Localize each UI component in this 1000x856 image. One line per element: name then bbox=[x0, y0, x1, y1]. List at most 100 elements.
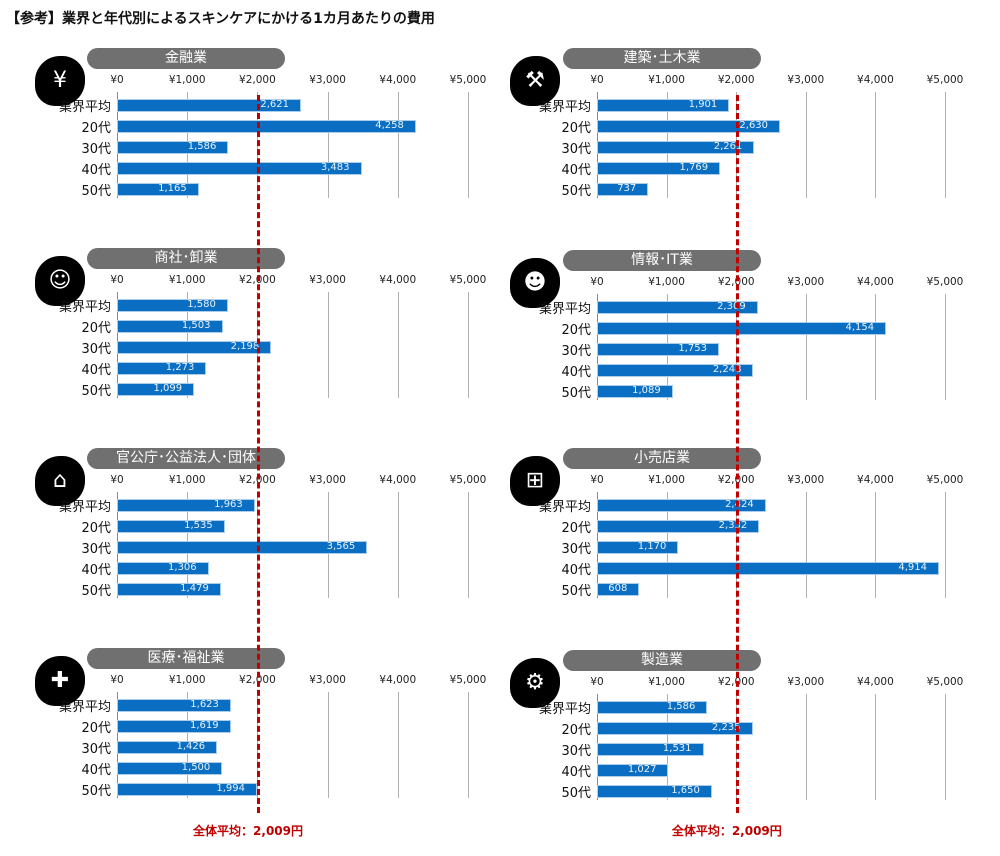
tick-label: ¥1,000 bbox=[648, 676, 685, 688]
data-label: 1,901 bbox=[688, 99, 718, 110]
trading-icon: ☺ bbox=[35, 256, 85, 306]
bar bbox=[117, 783, 257, 796]
data-label: 1,535 bbox=[184, 520, 213, 531]
data-label: 4,914 bbox=[898, 562, 927, 573]
gridline bbox=[875, 694, 877, 800]
bar bbox=[117, 520, 225, 533]
category-label: 50代 bbox=[561, 584, 591, 599]
government-icon: ⌂ bbox=[35, 456, 85, 506]
bar bbox=[597, 343, 719, 356]
tick-label: ¥1,000 bbox=[168, 74, 206, 86]
reference-line-label: 全体平均：2,009円 bbox=[193, 824, 303, 838]
gridline bbox=[327, 92, 329, 198]
gridline bbox=[468, 292, 469, 398]
data-label: 2,332 bbox=[718, 520, 748, 531]
gridline bbox=[945, 294, 946, 400]
gridline bbox=[945, 492, 946, 598]
bar bbox=[117, 183, 199, 196]
tick-label: ¥1,000 bbox=[168, 474, 206, 486]
category-label: 50代 bbox=[81, 784, 111, 799]
bar bbox=[597, 701, 708, 714]
data-label: 737 bbox=[617, 183, 637, 194]
chart-panel: ⚙ 製造業 ¥0 ¥1,000 ¥2,000 ¥3,000 ¥4,000 ¥5,000 業界平均… bbox=[510, 650, 980, 820]
tick-label: ¥5,000 bbox=[926, 74, 964, 86]
category-label: 20代 bbox=[81, 121, 111, 136]
gridline bbox=[397, 492, 399, 598]
tick-label: ¥0 bbox=[590, 74, 604, 86]
data-label: 3,483 bbox=[320, 162, 350, 173]
category-label: 40代 bbox=[561, 563, 591, 578]
category-label: 20代 bbox=[561, 723, 591, 738]
data-label: 3,565 bbox=[326, 541, 356, 552]
data-label: 1,170 bbox=[637, 541, 667, 552]
tick-label: ¥4,000 bbox=[857, 74, 894, 86]
bar bbox=[117, 99, 301, 112]
data-label: 1,586 bbox=[187, 141, 217, 152]
bar bbox=[597, 141, 755, 154]
bar bbox=[597, 499, 766, 512]
tick-label: ¥5,000 bbox=[449, 674, 487, 686]
data-label: 2,261 bbox=[713, 141, 743, 152]
data-label: 1,586 bbox=[666, 701, 696, 712]
tick-label: ¥0 bbox=[110, 274, 124, 286]
data-label: 1,027 bbox=[627, 764, 657, 775]
tick-label: ¥4,000 bbox=[379, 674, 417, 686]
data-label: 1,500 bbox=[181, 762, 211, 773]
bar bbox=[597, 162, 721, 175]
tick-label: ¥5,000 bbox=[449, 274, 487, 286]
gridline bbox=[875, 92, 877, 198]
chart-panel: ⌂ 官公庁･公益法人･団体 ¥0 ¥1,000 ¥2,000 ¥3,000 ¥4,000 ¥5… bbox=[35, 448, 505, 618]
chart-title: 【参考】業界と年代別によるスキンケアにかける1カ月あたりの費用 bbox=[6, 11, 435, 27]
category-label: 40代 bbox=[81, 363, 111, 378]
data-label: 1,099 bbox=[153, 383, 183, 394]
data-label: 2,309 bbox=[717, 301, 746, 312]
tick-label: ¥1,000 bbox=[648, 474, 685, 486]
category-label: 20代 bbox=[81, 521, 111, 536]
tick-label: ¥2,000 bbox=[239, 74, 276, 86]
category-label: 業界平均 bbox=[58, 300, 111, 315]
bar bbox=[117, 383, 195, 396]
gridline bbox=[468, 92, 469, 198]
bar bbox=[117, 341, 272, 354]
bar bbox=[117, 762, 223, 775]
category-label: 20代 bbox=[561, 121, 591, 136]
tick-label: ¥1,000 bbox=[648, 276, 685, 288]
finance-icon: ¥ bbox=[35, 56, 85, 106]
bar bbox=[597, 785, 712, 798]
bar bbox=[597, 764, 669, 777]
tick-label: ¥0 bbox=[110, 474, 124, 486]
category-label: 業界平均 bbox=[538, 500, 591, 515]
tick-label: ¥5,000 bbox=[449, 74, 487, 86]
category-label: 50代 bbox=[81, 584, 111, 599]
category-label: 業界平均 bbox=[538, 702, 591, 717]
tick-label: ¥4,000 bbox=[857, 676, 894, 688]
bar bbox=[597, 99, 730, 112]
tick-label: ¥3,000 bbox=[309, 74, 346, 86]
category-label: 30代 bbox=[561, 744, 591, 759]
reference-line-label: 全体平均：2,009円 bbox=[671, 824, 782, 838]
bar bbox=[597, 385, 673, 398]
category-label: 20代 bbox=[81, 721, 111, 736]
data-label: 2,248 bbox=[712, 364, 742, 375]
tick-label: ¥3,000 bbox=[309, 274, 346, 286]
chart-panel: ☻ 情報･IT業 ¥0 ¥1,000 ¥2,000 ¥3,000 ¥4,000 ¥5,000 業… bbox=[510, 250, 980, 420]
gridline bbox=[945, 694, 946, 800]
category-label: 50代 bbox=[561, 184, 591, 199]
gridline bbox=[397, 292, 399, 398]
category-label: 30代 bbox=[81, 542, 111, 557]
data-label: 2,235 bbox=[711, 722, 741, 733]
chart-panel: ⊞ 小売店業 ¥0 ¥1,000 ¥2,000 ¥3,000 ¥4,000 ¥5,000 業界平… bbox=[510, 448, 980, 618]
data-label: 1,769 bbox=[679, 162, 709, 173]
tick-label: ¥3,000 bbox=[787, 276, 825, 288]
category-label: 40代 bbox=[561, 765, 591, 780]
medical-icon: ✚ bbox=[35, 656, 85, 706]
category-label: 業界平均 bbox=[58, 500, 111, 515]
category-label: 40代 bbox=[561, 365, 591, 380]
bar bbox=[117, 299, 228, 312]
category-label: 20代 bbox=[561, 521, 591, 536]
tick-label: ¥5,000 bbox=[926, 474, 964, 486]
data-label: 2,621 bbox=[260, 99, 289, 110]
bar bbox=[597, 583, 640, 596]
gridline bbox=[805, 694, 807, 800]
gridline bbox=[397, 92, 399, 198]
